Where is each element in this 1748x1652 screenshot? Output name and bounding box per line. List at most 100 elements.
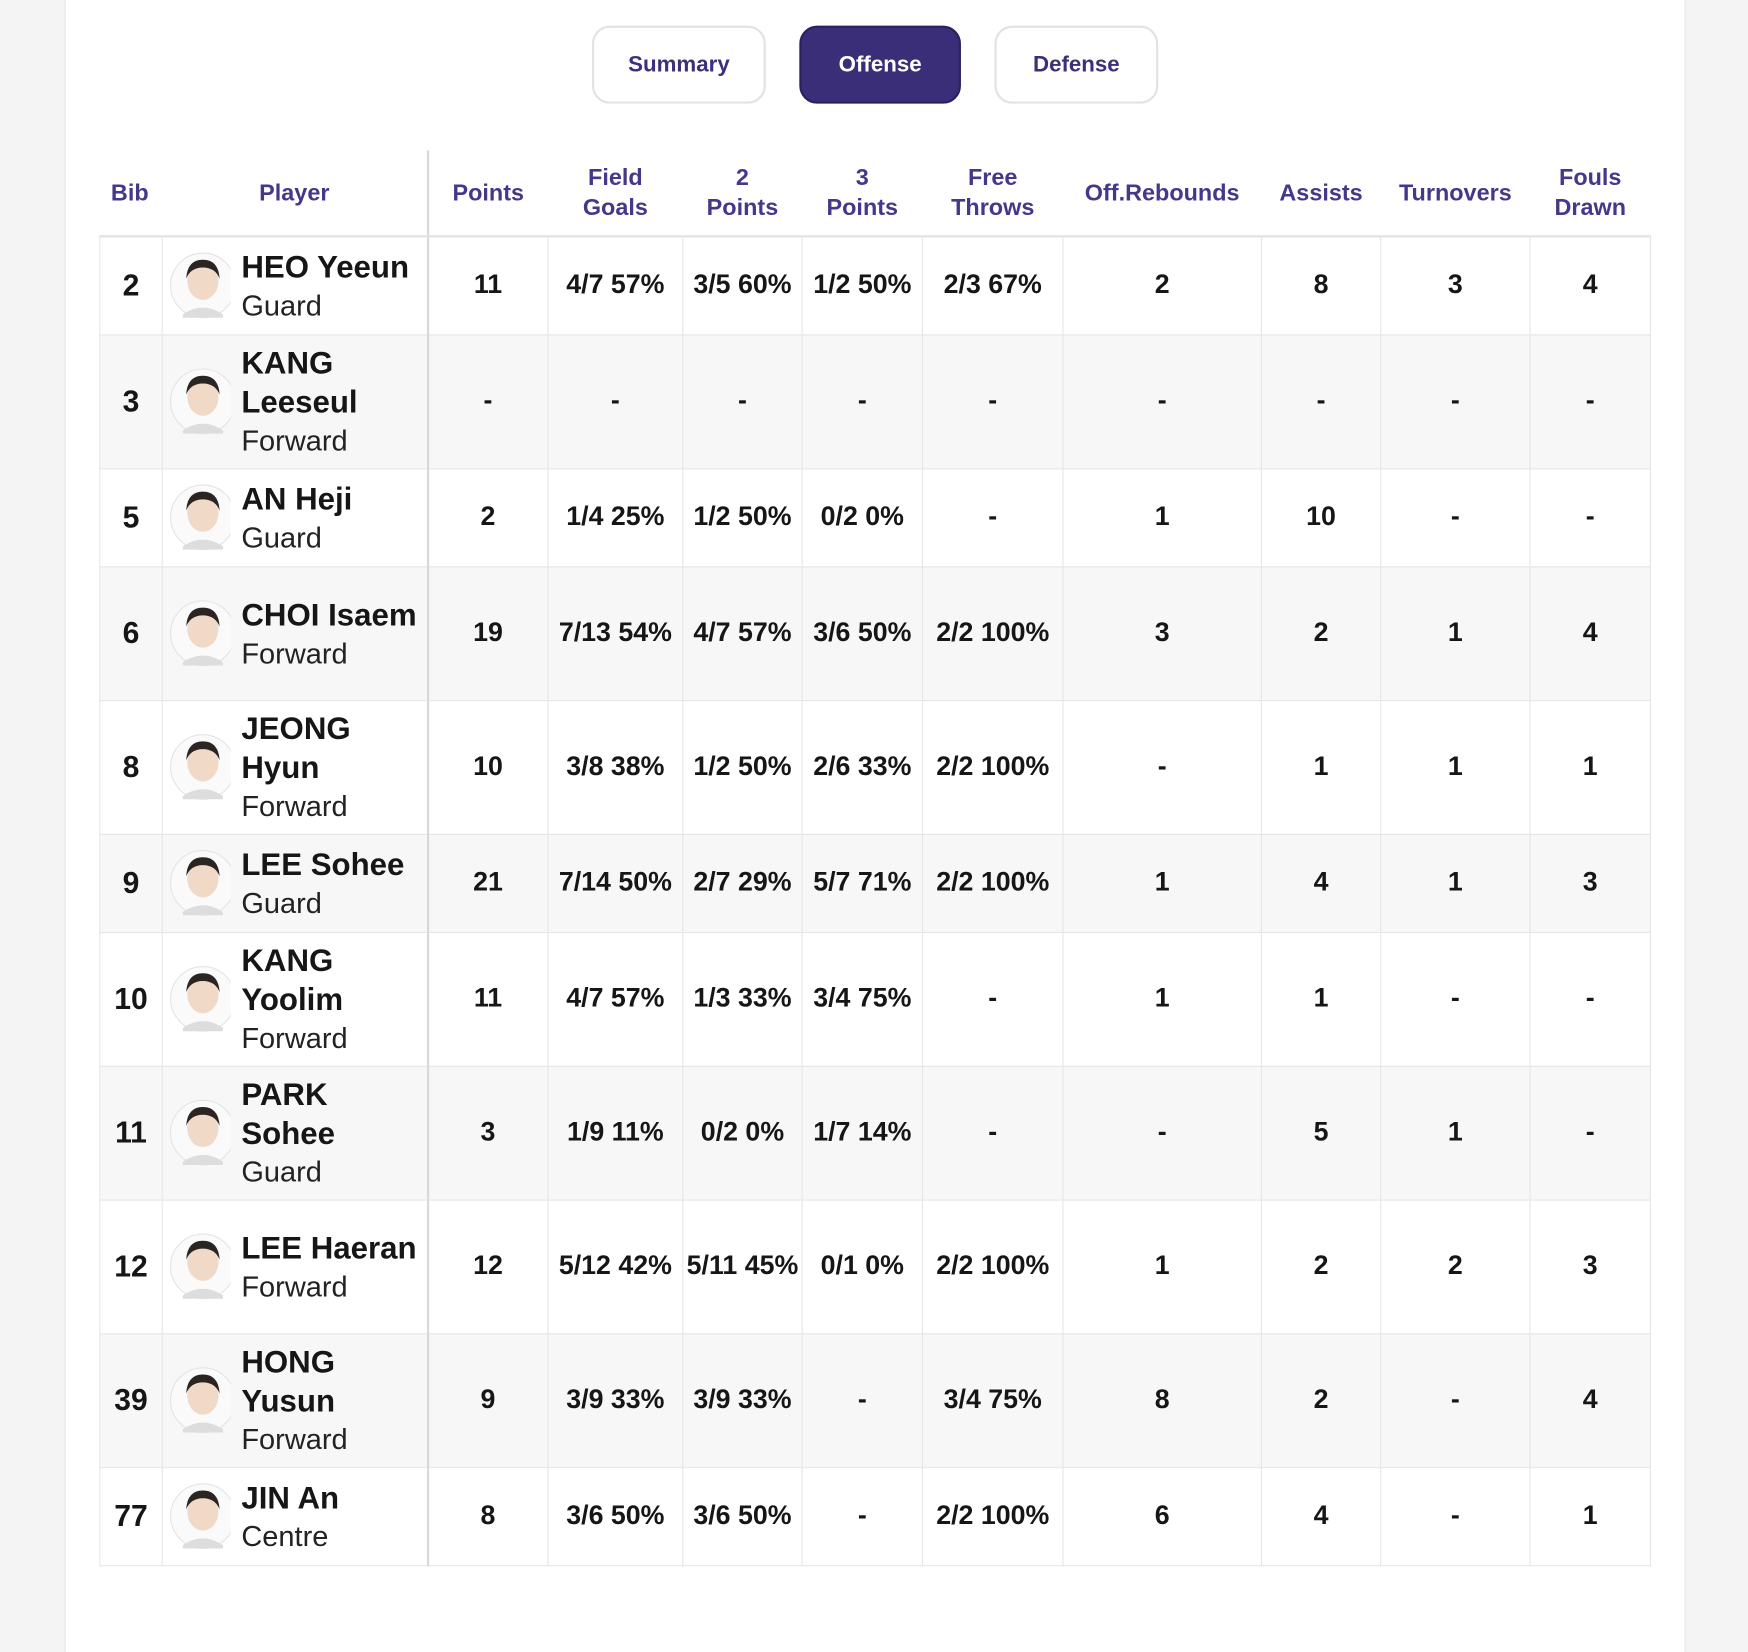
stat-value: 1 [1260, 699, 1382, 835]
header-label: Assists [1279, 180, 1363, 206]
player-photo [170, 850, 231, 916]
stat-value: - [1380, 467, 1531, 567]
stat-value: - [1380, 1466, 1531, 1566]
stat-value: 5/11 45% [682, 1198, 803, 1334]
column-header: Points [427, 150, 548, 238]
stat-value: 1 [1529, 1466, 1652, 1566]
bib: 10 [99, 931, 163, 1067]
stat-value: 3/4 75% [921, 1332, 1064, 1468]
player-text: LEE Haeran Forward [241, 1228, 419, 1305]
bib: 3 [99, 333, 163, 469]
player-text: HEO Yeeun Guard [241, 247, 419, 324]
player-cell: HEO Yeeun Guard [161, 235, 429, 335]
stat-value: 1/9 11% [547, 1065, 684, 1201]
stat-value: 3 [426, 1065, 549, 1201]
stat-value: 1/4 25% [547, 467, 684, 567]
player-photo [170, 484, 231, 551]
stat-value: 2/2 100% [921, 565, 1064, 701]
bib: 2 [99, 235, 163, 335]
stat-value: 3/6 50% [801, 565, 924, 701]
stat-value: 1/2 50% [682, 467, 803, 567]
stat-value: 2 [1380, 1198, 1531, 1334]
header-label: Free Throws [951, 164, 1035, 221]
stat-value: 2 [1260, 565, 1382, 701]
stat-value: - [801, 1332, 924, 1468]
table-body: 2 HEO Yeeun Guard 11 4/7 57% 3/5 60% 1/2 50% 2/… [99, 235, 1652, 1566]
stat-value: 4 [1529, 235, 1652, 335]
column-header: Bib [99, 150, 163, 238]
stat-value: 7/14 50% [547, 833, 684, 933]
player-cell: KANG Yoolim Forward [161, 931, 429, 1067]
stat-value: 1/2 50% [801, 235, 924, 335]
stat-value: 1 [1380, 699, 1531, 835]
player-info: PARK Sohee Guard [169, 1075, 419, 1191]
stat-value: 19 [426, 565, 549, 701]
stat-value: 3 [1529, 1198, 1652, 1334]
column-header: Off.Rebounds [1062, 150, 1262, 238]
player-cell: CHOI Isaem Forward [161, 565, 429, 701]
stat-value: 11 [426, 235, 549, 335]
stat-value: 0/2 0% [682, 1065, 803, 1201]
stat-value: - [1062, 333, 1262, 469]
column-header: Field Goals [547, 150, 683, 238]
stat-value: 4 [1260, 833, 1382, 933]
player-row: 12 LEE Haeran Forward 12 5/12 42% 5/11 45% 0/1… [99, 1198, 1652, 1334]
player-info: HEO Yeeun Guard [169, 243, 419, 328]
player-name: HEO Yeeun [241, 249, 410, 284]
header-label: Points [452, 180, 525, 206]
player-info: JEONG Hyun Forward [169, 709, 419, 825]
header-label: Field Goals [582, 164, 648, 221]
stat-value: - [1529, 467, 1652, 567]
column-header: 3 Points [802, 150, 923, 238]
stat-value: 0/2 0% [801, 467, 924, 567]
tab[interactable]: Defense [994, 25, 1159, 104]
player-cell: JIN An Centre [161, 1466, 429, 1566]
stats-table: Bib Player Points Field Goals 2 Points 3 Poin… [99, 150, 1652, 1566]
player-info: KANG Leeseul Forward [169, 343, 419, 459]
player-text: PARK Sohee Guard [241, 1075, 419, 1191]
header-label: 3 Points [826, 164, 899, 221]
stat-value: 1 [1380, 565, 1531, 701]
player-position: Forward [241, 789, 348, 823]
player-cell: PARK Sohee Guard [161, 1065, 429, 1201]
stat-value: 4 [1529, 565, 1652, 701]
stat-value: 4 [1529, 1332, 1652, 1468]
stat-value: - [921, 333, 1064, 469]
player-photo [170, 965, 231, 1032]
tab-active[interactable]: Offense [799, 25, 961, 104]
header-row: Bib Player Points Field Goals 2 Points 3 Poin… [99, 150, 1651, 238]
player-info: LEE Sohee Guard [169, 841, 419, 926]
stat-value: 1/3 33% [682, 931, 803, 1067]
stat-value: 2 [1260, 1198, 1382, 1334]
player-name: LEE Sohee [241, 846, 405, 882]
player-cell: LEE Sohee Guard [161, 833, 429, 933]
tab[interactable]: Summary [591, 25, 766, 104]
header-label: 2 Points [706, 164, 779, 221]
stat-value: - [921, 931, 1064, 1067]
bib: 6 [99, 565, 163, 701]
player-info: AN Heji Guard [169, 475, 419, 560]
bib: 8 [99, 699, 163, 835]
player-photo [170, 252, 231, 319]
stat-value: - [1529, 1065, 1652, 1201]
player-name: PARK Sohee [241, 1076, 336, 1151]
stat-value: - [801, 333, 924, 469]
stat-value: 10 [1260, 467, 1382, 567]
stat-value: 2/2 100% [921, 1198, 1064, 1334]
player-text: CHOI Isaem Forward [241, 595, 419, 672]
player-position: Forward [241, 423, 348, 458]
column-header: Player [162, 150, 429, 238]
stat-value: 2/2 100% [921, 833, 1064, 933]
stat-value: - [921, 467, 1064, 567]
stat-value: 8 [1260, 235, 1382, 335]
stat-value: 1/2 50% [682, 699, 803, 835]
stat-value: 9 [426, 1332, 549, 1468]
stat-value: 2 [1062, 235, 1262, 335]
stat-value: 3/6 50% [547, 1466, 684, 1566]
stat-value: - [1062, 1065, 1262, 1201]
stat-value: - [547, 333, 684, 469]
stat-value: 3/4 75% [801, 931, 924, 1067]
stat-value: - [1380, 1332, 1531, 1468]
stat-value: - [1260, 333, 1382, 469]
